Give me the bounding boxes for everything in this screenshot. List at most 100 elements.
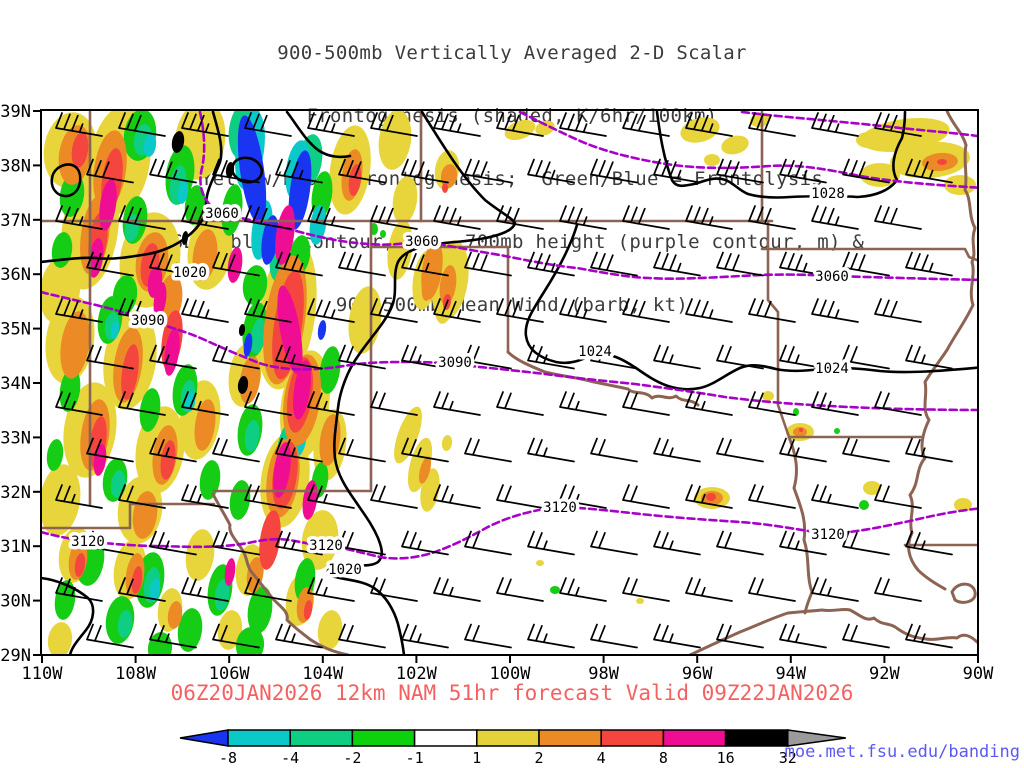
shading-blob	[799, 428, 803, 432]
shading-blob	[856, 132, 880, 148]
wind-barb	[717, 439, 763, 462]
wind-barb	[528, 160, 574, 183]
shading-blob	[834, 428, 840, 434]
shading-blob	[706, 493, 716, 501]
wind-barb	[812, 299, 858, 322]
wind-barb	[654, 439, 700, 462]
wind-barb	[434, 392, 480, 415]
contour-label: 3060	[815, 269, 849, 285]
weather-chart-page: 900-500mb Vertically Averaged 2-D Scalar…	[0, 0, 1024, 768]
wind-barb	[843, 253, 889, 276]
colorbar-tick-label: 16	[717, 749, 735, 767]
wind-barb	[717, 532, 763, 555]
latitude-axis: 39N38N37N36N35N34N33N32N31N30N29N	[0, 102, 41, 666]
colorbar-tick-label: -4	[281, 749, 299, 767]
colorbar-tick-label: -8	[219, 749, 237, 767]
contour-label: 1024	[578, 344, 612, 360]
contour-label: 1020	[328, 562, 362, 578]
contour-label: 3090	[131, 313, 165, 329]
contour-label: 3060	[405, 234, 439, 250]
shading-blob	[442, 183, 448, 193]
wind-barb	[717, 253, 763, 276]
wind-barb	[654, 532, 700, 555]
lat-tick-label: 29N	[0, 646, 31, 666]
wind-barb	[749, 299, 795, 322]
wind-barb	[686, 299, 732, 322]
wind-barb	[339, 253, 385, 276]
lat-tick-label: 39N	[0, 102, 31, 122]
colorbar-tick-label: -2	[343, 749, 361, 767]
wind-barb	[812, 206, 858, 229]
shading-blob	[704, 154, 720, 166]
wind-barb	[875, 299, 921, 322]
wind-barb	[591, 625, 637, 648]
wind-barb	[749, 206, 795, 229]
wind-barb	[465, 439, 511, 462]
colorbar-tick-label: 1	[472, 749, 481, 767]
wind-barb	[465, 625, 511, 648]
wind-barb	[434, 206, 480, 229]
wind-barb	[308, 578, 354, 601]
wind-barb	[528, 346, 574, 369]
wind-barb	[654, 625, 700, 648]
wind-barb	[623, 485, 669, 508]
wind-barb	[749, 485, 795, 508]
wind-barb	[528, 532, 574, 555]
colorbar-segment	[228, 730, 290, 746]
colorbar-segment	[477, 730, 539, 746]
wind-barb	[339, 532, 385, 555]
contour-label: 3120	[811, 527, 845, 543]
colorbar-tick-label: -1	[406, 749, 424, 767]
colorbar-legend: -8-4-2-112481632	[180, 730, 846, 767]
wind-barb	[402, 532, 448, 555]
wind-barb	[434, 485, 480, 508]
shading-blob	[550, 586, 560, 594]
wind-barb	[497, 578, 543, 601]
wind-barb	[623, 113, 669, 136]
lat-tick-label: 30N	[0, 592, 31, 612]
wind-barb	[717, 625, 763, 648]
wind-barb	[843, 439, 889, 462]
wind-barb	[812, 392, 858, 415]
gulf-coastline	[690, 609, 977, 655]
lake-pontchartrain	[952, 584, 975, 602]
lat-tick-label: 36N	[0, 265, 31, 285]
longitude-axis: 110W108W106W104W102W100W98W96W94W92W90W	[22, 655, 995, 684]
contour-label: 1028	[811, 186, 845, 202]
shading-blob	[762, 391, 774, 401]
shading-blob	[536, 560, 544, 566]
lat-tick-label: 35N	[0, 320, 31, 340]
colorbar-segment	[663, 730, 725, 746]
wind-barb	[497, 392, 543, 415]
wind-barb	[434, 578, 480, 601]
colorbar-segment	[352, 730, 414, 746]
wind-barb	[560, 299, 606, 322]
wind-barb	[875, 578, 921, 601]
credit-url: moe.met.fsu.edu/banding	[785, 742, 1020, 762]
wind-barb	[780, 625, 826, 648]
wind-barb	[591, 439, 637, 462]
wind-barb	[339, 625, 385, 648]
shading-blob	[859, 500, 869, 510]
wind-barb	[654, 346, 700, 369]
wind-barb	[465, 160, 511, 183]
colorbar-segment	[726, 730, 788, 746]
wind-barb	[906, 253, 952, 276]
wind-barb	[843, 346, 889, 369]
colorbar-segment	[539, 730, 601, 746]
colorbar-segment	[290, 730, 352, 746]
wind-barb	[528, 625, 574, 648]
wind-barb	[906, 346, 952, 369]
wind-barb	[497, 206, 543, 229]
shading-blob	[390, 175, 420, 226]
map-canvas: 1020102010241024102830603060306030903090…	[0, 0, 1024, 768]
wind-barb	[906, 439, 952, 462]
wind-barb	[812, 485, 858, 508]
wind-barb	[623, 578, 669, 601]
wind-barb	[686, 578, 732, 601]
wind-barb	[591, 532, 637, 555]
shading-blob	[317, 320, 328, 341]
shading-blob	[375, 108, 415, 172]
wind-barb	[654, 253, 700, 276]
wind-barb	[528, 439, 574, 462]
